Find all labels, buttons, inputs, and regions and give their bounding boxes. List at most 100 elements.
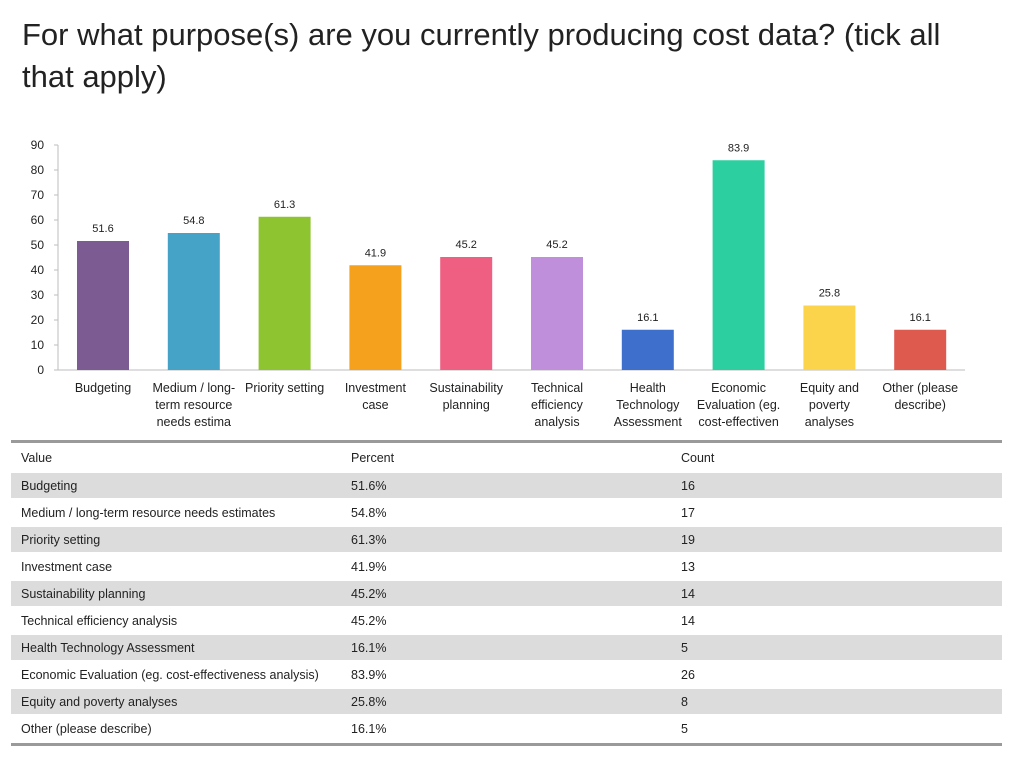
value-label: 83.9 <box>728 142 749 154</box>
value-label: 54.8 <box>183 215 204 227</box>
category-label: Equity and poverty analyses <box>800 381 859 429</box>
data-table-container: Value Percent Count Budgeting 51.6% 16 M… <box>11 440 1002 746</box>
category-label-line: Budgeting <box>75 381 131 395</box>
cell-percent: 16.1% <box>341 716 671 741</box>
cell-value: Investment case <box>11 554 341 579</box>
cell-value: Equity and poverty analyses <box>11 689 341 714</box>
table-row: Investment case 41.9% 13 <box>11 554 1002 579</box>
cell-percent: 54.8% <box>341 500 671 525</box>
table-row: Equity and poverty analyses 25.8% 8 <box>11 689 1002 714</box>
table-row: Health Technology Assessment 16.1% 5 <box>11 635 1002 660</box>
bar-chart: 0 10 20 30 40 50 60 70 80 90 51.6 Budgeting 54.8 Medi… <box>31 138 965 429</box>
value-label: 16.1 <box>909 312 930 324</box>
cell-count: 19 <box>671 527 1002 552</box>
category-label-line: efficiency <box>531 398 584 412</box>
category-label: Health Technology Assessment <box>614 381 683 429</box>
category-label-line: analysis <box>534 415 579 429</box>
y-tick-label: 70 <box>31 188 45 202</box>
bar <box>349 265 402 370</box>
category-label-line: Sustainability <box>429 381 503 395</box>
category-label: Other (please describe) <box>882 381 958 412</box>
y-tick-label: 0 <box>37 363 44 377</box>
table-row: Budgeting 51.6% 16 <box>11 473 1002 498</box>
cell-percent: 41.9% <box>341 554 671 579</box>
category-label-line: analyses <box>805 415 854 429</box>
header-percent: Percent <box>341 445 671 471</box>
cell-value: Health Technology Assessment <box>11 635 341 660</box>
cell-percent: 83.9% <box>341 662 671 687</box>
cell-count: 14 <box>671 581 1002 606</box>
value-label: 45.2 <box>455 239 476 251</box>
cell-percent: 45.2% <box>341 608 671 633</box>
cell-count: 5 <box>671 635 1002 660</box>
category-label: Budgeting <box>75 381 131 395</box>
table-row: Priority setting 61.3% 19 <box>11 527 1002 552</box>
y-tick-label: 40 <box>31 263 45 277</box>
category-label-line: Health <box>630 381 666 395</box>
cell-count: 5 <box>671 716 1002 741</box>
bar <box>258 216 311 370</box>
cell-value: Sustainability planning <box>11 581 341 606</box>
header-value: Value <box>11 445 341 471</box>
y-tick-label: 10 <box>31 338 45 352</box>
category-label-line: Technology <box>616 398 680 412</box>
cell-percent: 16.1% <box>341 635 671 660</box>
category-label-line: needs estima <box>157 415 231 429</box>
cell-count: 16 <box>671 473 1002 498</box>
category-label-line: case <box>362 398 388 412</box>
bar <box>712 160 765 370</box>
category-label: Sustainability planning <box>429 381 503 412</box>
category-label-line: Medium / long- <box>152 381 235 395</box>
cell-percent: 45.2% <box>341 581 671 606</box>
category-label-line: term resource <box>155 398 232 412</box>
cell-value: Economic Evaluation (eg. cost-effectiven… <box>11 662 341 687</box>
cell-percent: 25.8% <box>341 689 671 714</box>
cell-count: 13 <box>671 554 1002 579</box>
cell-value: Budgeting <box>11 473 341 498</box>
value-label: 16.1 <box>637 312 658 324</box>
cell-value: Other (please describe) <box>11 716 341 741</box>
bar <box>77 241 129 370</box>
category-label-line: planning <box>443 398 490 412</box>
y-tick-label: 90 <box>31 138 45 152</box>
table-header-row: Value Percent Count <box>11 445 1002 471</box>
bar <box>803 305 856 370</box>
table-row: Medium / long-term resource needs estima… <box>11 500 1002 525</box>
category-label: Technical efficiency analysis <box>531 381 584 429</box>
value-label: 45.2 <box>546 239 567 251</box>
category-label-line: cost-effectiven <box>698 415 778 429</box>
value-label: 61.3 <box>274 199 295 211</box>
y-tick-label: 50 <box>31 238 45 252</box>
table-row: Technical efficiency analysis 45.2% 14 <box>11 608 1002 633</box>
value-label: 51.6 <box>92 223 113 235</box>
y-tick-label: 80 <box>31 163 45 177</box>
y-tick-label: 20 <box>31 313 45 327</box>
category-label-line: Investment <box>345 381 407 395</box>
cell-value: Priority setting <box>11 527 341 552</box>
bar <box>531 257 583 370</box>
cell-count: 17 <box>671 500 1002 525</box>
table-row: Economic Evaluation (eg. cost-effectiven… <box>11 662 1002 687</box>
category-label: Medium / long-term resource needs estima <box>152 381 235 429</box>
category-label-line: poverty <box>809 398 851 412</box>
value-label: 41.9 <box>365 247 386 259</box>
value-label: 25.8 <box>819 288 840 300</box>
table-row: Other (please describe) 16.1% 5 <box>11 716 1002 741</box>
category-label-line: Equity and <box>800 381 859 395</box>
category-label: Economic Evaluation (eg. cost-effectiven <box>697 381 780 429</box>
category-label-line: Technical <box>531 381 583 395</box>
category-label: Priority setting <box>245 381 324 395</box>
cell-percent: 61.3% <box>341 527 671 552</box>
category-label: Investment case <box>345 381 407 412</box>
bar <box>440 257 493 370</box>
page-title: For what purpose(s) are you currently pr… <box>22 17 941 94</box>
y-tick-label: 30 <box>31 288 45 302</box>
cell-count: 8 <box>671 689 1002 714</box>
bar <box>894 329 947 370</box>
cell-count: 14 <box>671 608 1002 633</box>
category-label-line: Evaluation (eg. <box>697 398 780 412</box>
data-table: Value Percent Count Budgeting 51.6% 16 M… <box>11 443 1002 743</box>
cell-count: 26 <box>671 662 1002 687</box>
header-count: Count <box>671 445 1002 471</box>
table-row: Sustainability planning 45.2% 14 <box>11 581 1002 606</box>
